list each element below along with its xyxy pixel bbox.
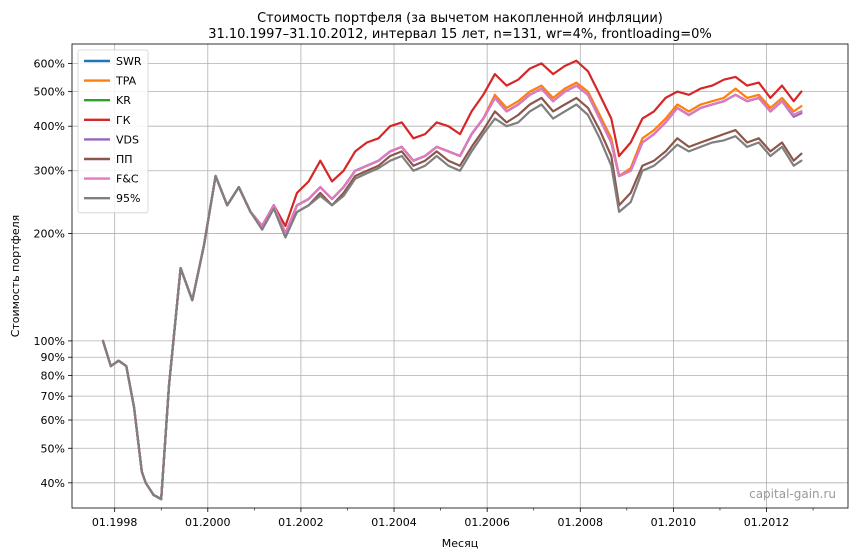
legend-label: F&C: [116, 173, 139, 186]
legend-label: VDS: [116, 133, 139, 146]
y-tick-label: 600%: [34, 57, 65, 70]
x-tick-label: 01.1998: [92, 516, 138, 529]
legend-label: ГК: [116, 114, 131, 127]
legend-label: ПП: [116, 153, 133, 166]
x-axis-label: Месяц: [442, 537, 478, 550]
x-ticks: 01.1998 01.2000 01.2002 01.2004 01.2006 01.20…: [92, 508, 814, 529]
y-tick-label: 100%: [34, 335, 65, 348]
y-tick-label: 200%: [34, 228, 65, 241]
legend-label: SWR: [116, 55, 142, 68]
legend-label: TPA: [115, 75, 137, 88]
x-tick-label: 01.2010: [651, 516, 697, 529]
grid: [72, 44, 848, 508]
series-layer: [101, 59, 803, 501]
chart-subtitle: 31.10.1997–31.10.2012, интервал 15 лет, …: [208, 27, 712, 42]
y-tick-label: 400%: [34, 120, 65, 133]
legend-box: [77, 49, 149, 214]
legend-label: KR: [116, 94, 131, 107]
y-tick-label: 40%: [41, 477, 65, 490]
x-tick-label: 01.2008: [558, 516, 604, 529]
x-tick-label: 01.2002: [278, 516, 324, 529]
x-tick-label: 01.2000: [185, 516, 231, 529]
y-tick-label: 60%: [41, 414, 65, 427]
watermark: capital-gain.ru: [749, 487, 836, 501]
legend: SWR TPA KR ГК VDS ПП F&C 95%: [77, 49, 149, 214]
x-tick-label: 01.2006: [464, 516, 510, 529]
y-tick-label: 80%: [41, 369, 65, 382]
y-tick-label: 90%: [41, 351, 65, 364]
y-tick-label: 70%: [41, 390, 65, 403]
series-line-7: [101, 103, 803, 501]
y-tick-label: 500%: [34, 86, 65, 99]
x-tick-label: 01.2004: [371, 516, 417, 529]
x-tick-label: 01.2012: [744, 516, 790, 529]
y-axis-label: Стоимость портфеля: [9, 215, 22, 338]
chart-title: Стоимость портфеля (за вычетом накопленн…: [257, 11, 663, 26]
y-tick-label: 50%: [41, 442, 65, 455]
plot-frame: [71, 43, 849, 509]
y-tick-label: 300%: [34, 165, 65, 178]
legend-label: 95%: [116, 192, 140, 205]
y-ticks: 40% 50% 60% 70% 80% 90% 100% 200% 300% 400% 500% 60…: [34, 57, 72, 490]
